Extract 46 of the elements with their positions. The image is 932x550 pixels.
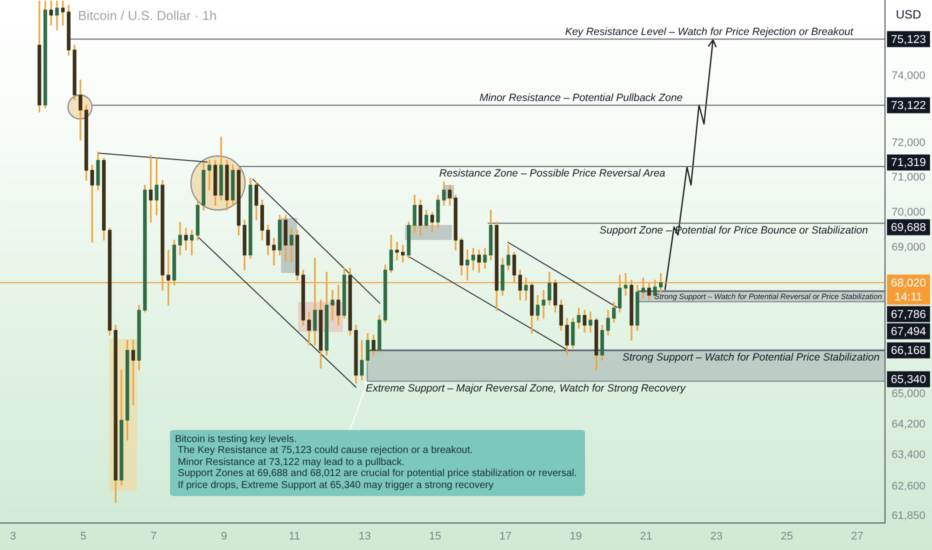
- y-tick-label: 68,020: [890, 277, 926, 290]
- y-tick-label: 69,000: [892, 242, 926, 254]
- x-tick-label: 19: [570, 530, 582, 543]
- x-tick-label: 17: [499, 530, 512, 543]
- x-tick-label: 23: [710, 530, 723, 543]
- y-tick-label: 74,000: [892, 70, 926, 82]
- y-tick-label: 73,122: [890, 100, 926, 112]
- x-tick-label: 7: [150, 530, 157, 543]
- x-tick-label: 21: [640, 530, 652, 543]
- x-tick-label: 13: [358, 530, 371, 543]
- annotation: 67,494: [890, 326, 927, 338]
- y-tick-label: 61,850: [892, 510, 926, 522]
- y-tick-label: 66,168: [890, 345, 926, 358]
- y-tick-label: 65,340: [890, 374, 926, 386]
- y-tick-label: 71,000: [892, 172, 926, 184]
- x-tick-label: 5: [80, 530, 86, 543]
- text: Bitcoin / U.S. Dollar · 1h: [78, 8, 217, 23]
- candlestick: [330, 290, 334, 320]
- annotation: Strong Support – Watch for Potential Price Stabilization: [622, 351, 880, 364]
- candlestick: [184, 228, 188, 250]
- annotation: Extreme Support – Major Reversal Zone, Watch for Strong Recovery: [366, 382, 686, 394]
- y-tick-label: 70,000: [892, 206, 926, 218]
- x-tick-label: 15: [428, 530, 442, 543]
- x-tick-label: 3: [10, 530, 16, 543]
- candlestick: [542, 290, 546, 319]
- y-tick-label: 69,688: [890, 222, 926, 234]
- x-tick-label: 27: [851, 530, 864, 543]
- candlestick: [395, 242, 399, 260]
- y-tick-label: 64,200: [892, 418, 926, 430]
- annotation: Key Resistance Level – Watch for Price Rejection or Breakout: [565, 26, 854, 38]
- x-tick-label: 11: [288, 530, 300, 543]
- candlestick: [588, 312, 592, 333]
- y-tick-label: 65,000: [892, 388, 926, 400]
- annotation: Minor Resistance – Potential Pullback Zone: [480, 92, 683, 104]
- annotation: Resistance Zone – Possible Price Reversal Area: [439, 168, 666, 180]
- annotation: Bitcoin is testing key levels. The Key Resistance at 75,123 could cause rejection or a breakout. Minor Resistance at 73,122 may lead to a pullback. Support Zones at 69,688 and 68,012 are crucial for potential price stabilization or reversal. If price drops, Extreme Support at 65,340 may trigger a strong recovery: [170, 430, 585, 496]
- y-tick-label: 63,400: [892, 449, 926, 462]
- y-tick-label: 72,000: [892, 137, 926, 150]
- x-tick-label: 25: [780, 530, 793, 543]
- y-tick-label: 62,600: [892, 480, 926, 492]
- y-tick-label: 75,123: [890, 34, 926, 46]
- annotation: 67,786: [890, 308, 926, 321]
- y-tick-label: 71,319: [890, 157, 926, 170]
- x-tick-label: 9: [221, 530, 228, 543]
- annotation: 14:11: [894, 291, 922, 304]
- y-axis-title: USD: [896, 7, 922, 22]
